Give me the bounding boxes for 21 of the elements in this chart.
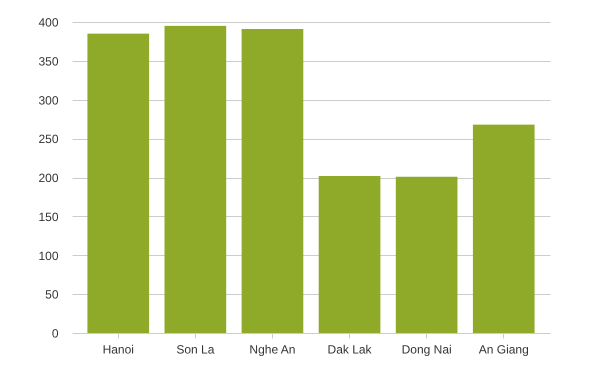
y-tick-label: 200 [38, 171, 59, 185]
bar [87, 34, 150, 333]
x-tick-label: Hanoi [102, 342, 134, 356]
y-tick-label: 150 [38, 210, 59, 224]
y-tick-label: 400 [38, 16, 59, 30]
bar [164, 26, 226, 333]
x-tick-label: Dak Lak [328, 342, 373, 356]
y-tick-label: 250 [38, 132, 59, 146]
y-tick-label: 0 [52, 326, 59, 340]
y-tick-label: 100 [38, 248, 59, 263]
y-tick-label: 50 [45, 288, 59, 302]
bar [472, 124, 535, 333]
x-tick-label: Dong Nai [402, 342, 452, 356]
y-tick-label: 350 [38, 54, 59, 68]
y-tick-label: 300 [38, 93, 59, 108]
x-tick-label: Nghe An [249, 342, 296, 356]
bar [396, 176, 458, 333]
x-tick-label: Son La [176, 342, 215, 356]
x-tick-label: An Giang [478, 342, 529, 356]
bar [242, 28, 304, 333]
bar [318, 176, 380, 333]
